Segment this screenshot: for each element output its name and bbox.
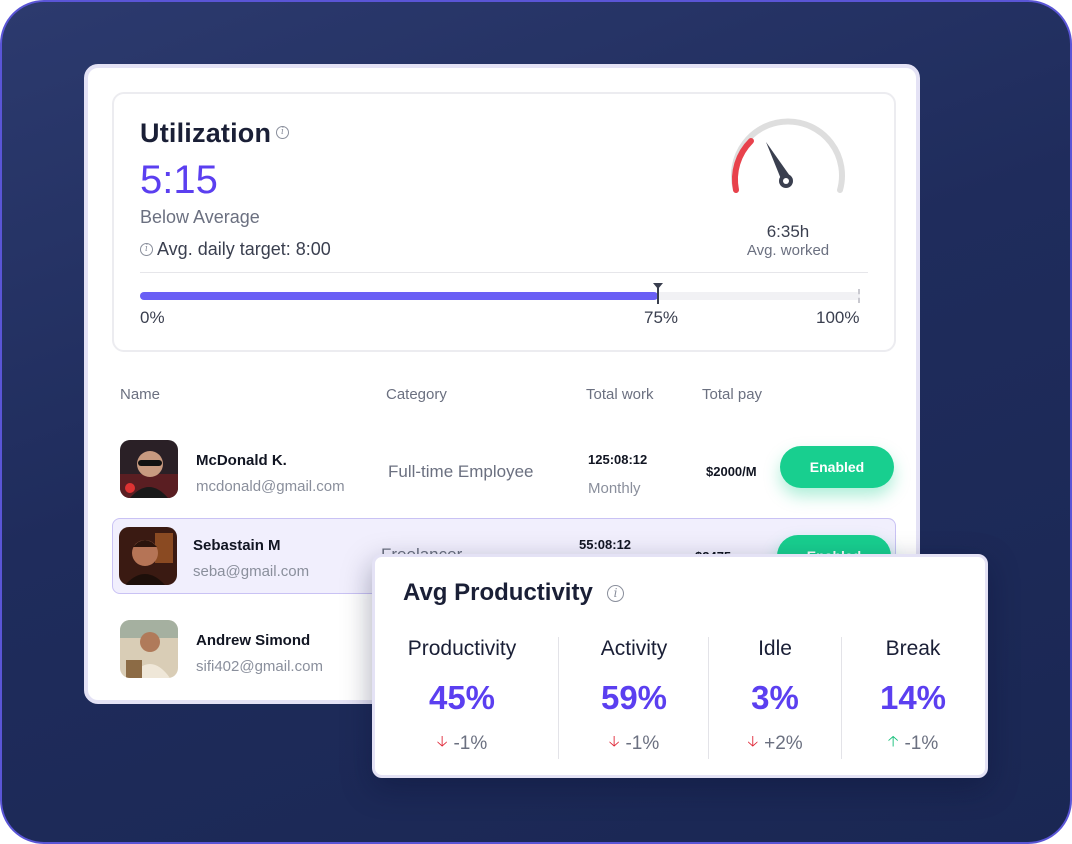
employee-name: McDonald K. bbox=[196, 452, 287, 469]
progress-end-marker bbox=[858, 289, 860, 303]
tick-label-100: 100% bbox=[816, 308, 860, 327]
productivity-title: Avg Productivity bbox=[403, 579, 593, 606]
total-work: 55:08:12 bbox=[579, 537, 632, 552]
arrow-up-icon: 🡡 bbox=[887, 733, 899, 750]
metric-change: 🡣 +2% bbox=[711, 731, 839, 756]
progress-fill bbox=[140, 292, 658, 300]
metric-value: 3% bbox=[751, 679, 799, 716]
info-icon[interactable]: i bbox=[276, 126, 289, 139]
table-row[interactable]: Andrew Simond sifi402@gmail.com bbox=[112, 608, 896, 684]
tick-label-75: 75% bbox=[644, 308, 679, 327]
pay-period: Monthly bbox=[588, 480, 641, 497]
avatar bbox=[120, 440, 178, 498]
info-icon[interactable]: i bbox=[607, 585, 624, 602]
metric-value: 14% bbox=[879, 679, 947, 716]
gauge-hub-center bbox=[783, 178, 789, 184]
utilization-panel: Utilization i 5:15 Below Average i Avg. … bbox=[112, 92, 896, 352]
column-header-total-pay[interactable]: Total pay bbox=[702, 386, 763, 403]
divider bbox=[708, 637, 709, 759]
target-marker-icon bbox=[653, 283, 663, 289]
metric-label: Productivity bbox=[407, 637, 517, 660]
target-marker bbox=[657, 286, 659, 304]
column-header-name[interactable]: Name bbox=[120, 386, 161, 403]
utilization-value: 5:15 bbox=[140, 158, 218, 202]
info-icon[interactable]: i bbox=[140, 243, 153, 256]
metric-change-value: -1% bbox=[625, 732, 660, 754]
gauge-value: 6:35h bbox=[766, 222, 810, 241]
avg-productivity-card: Avg Productivity i Productivity 45% 🡣 -1… bbox=[372, 554, 988, 778]
metric-label: Idle bbox=[758, 637, 792, 660]
total-pay: $2000/M bbox=[706, 464, 757, 479]
enabled-button[interactable]: Enabled bbox=[780, 446, 894, 488]
metric-break: Break 14% 🡡 -1% bbox=[843, 637, 983, 761]
metric-value: 59% bbox=[600, 679, 668, 716]
metric-label: Activity bbox=[600, 637, 668, 660]
tick-label-0: 0% bbox=[140, 308, 165, 327]
utilization-status: Below Average bbox=[140, 207, 260, 227]
metric-change-value: -1% bbox=[904, 732, 939, 754]
divider bbox=[558, 637, 559, 759]
utilization-title: Utilization bbox=[140, 118, 272, 148]
divider bbox=[841, 637, 842, 759]
daily-target-label: Avg. daily target: 8:00 bbox=[157, 239, 331, 259]
employee-name: Andrew Simond bbox=[196, 632, 311, 649]
gauge-icon bbox=[731, 118, 845, 193]
daily-target: i Avg. daily target: 8:00 bbox=[140, 239, 331, 260]
metric-change: 🡣 -1% bbox=[561, 731, 707, 756]
metric-label: Break bbox=[885, 637, 941, 660]
gauge-red-segment bbox=[731, 138, 754, 193]
metric-change: 🡣 -1% bbox=[389, 731, 535, 756]
employee-category: Full-time Employee bbox=[388, 462, 534, 481]
metric-idle: Idle 3% 🡣 +2% bbox=[711, 637, 839, 761]
metric-change-value: -1% bbox=[453, 732, 488, 754]
column-header-category[interactable]: Category bbox=[386, 386, 447, 403]
metric-productivity: Productivity 45% 🡣 -1% bbox=[389, 637, 535, 761]
total-work: 125:08:12 bbox=[588, 452, 648, 467]
metric-activity: Activity 59% 🡣 -1% bbox=[561, 637, 707, 761]
metric-change-value: +2% bbox=[764, 732, 803, 754]
column-header-total-work[interactable]: Total work bbox=[586, 386, 654, 403]
divider bbox=[140, 272, 868, 273]
gauge-needle bbox=[766, 142, 790, 184]
metric-value: 45% bbox=[428, 679, 496, 716]
employee-email: seba@gmail.com bbox=[193, 563, 310, 580]
avatar bbox=[120, 620, 178, 678]
arrow-down-icon: 🡣 bbox=[747, 733, 759, 750]
gauge-label: Avg. worked bbox=[746, 242, 830, 259]
employee-email: mcdonald@gmail.com bbox=[196, 478, 345, 495]
employee-name: Sebastain M bbox=[193, 537, 281, 554]
avatar bbox=[119, 527, 177, 585]
table-row[interactable]: McDonald K. mcdonald@gmail.com Full-time… bbox=[112, 428, 896, 504]
arrow-down-icon: 🡣 bbox=[436, 733, 448, 750]
metric-change: 🡡 -1% bbox=[843, 731, 983, 756]
arrow-down-icon: 🡣 bbox=[608, 733, 620, 750]
utilization-progress-bar bbox=[140, 283, 860, 304]
employee-email: sifi402@gmail.com bbox=[196, 658, 323, 675]
